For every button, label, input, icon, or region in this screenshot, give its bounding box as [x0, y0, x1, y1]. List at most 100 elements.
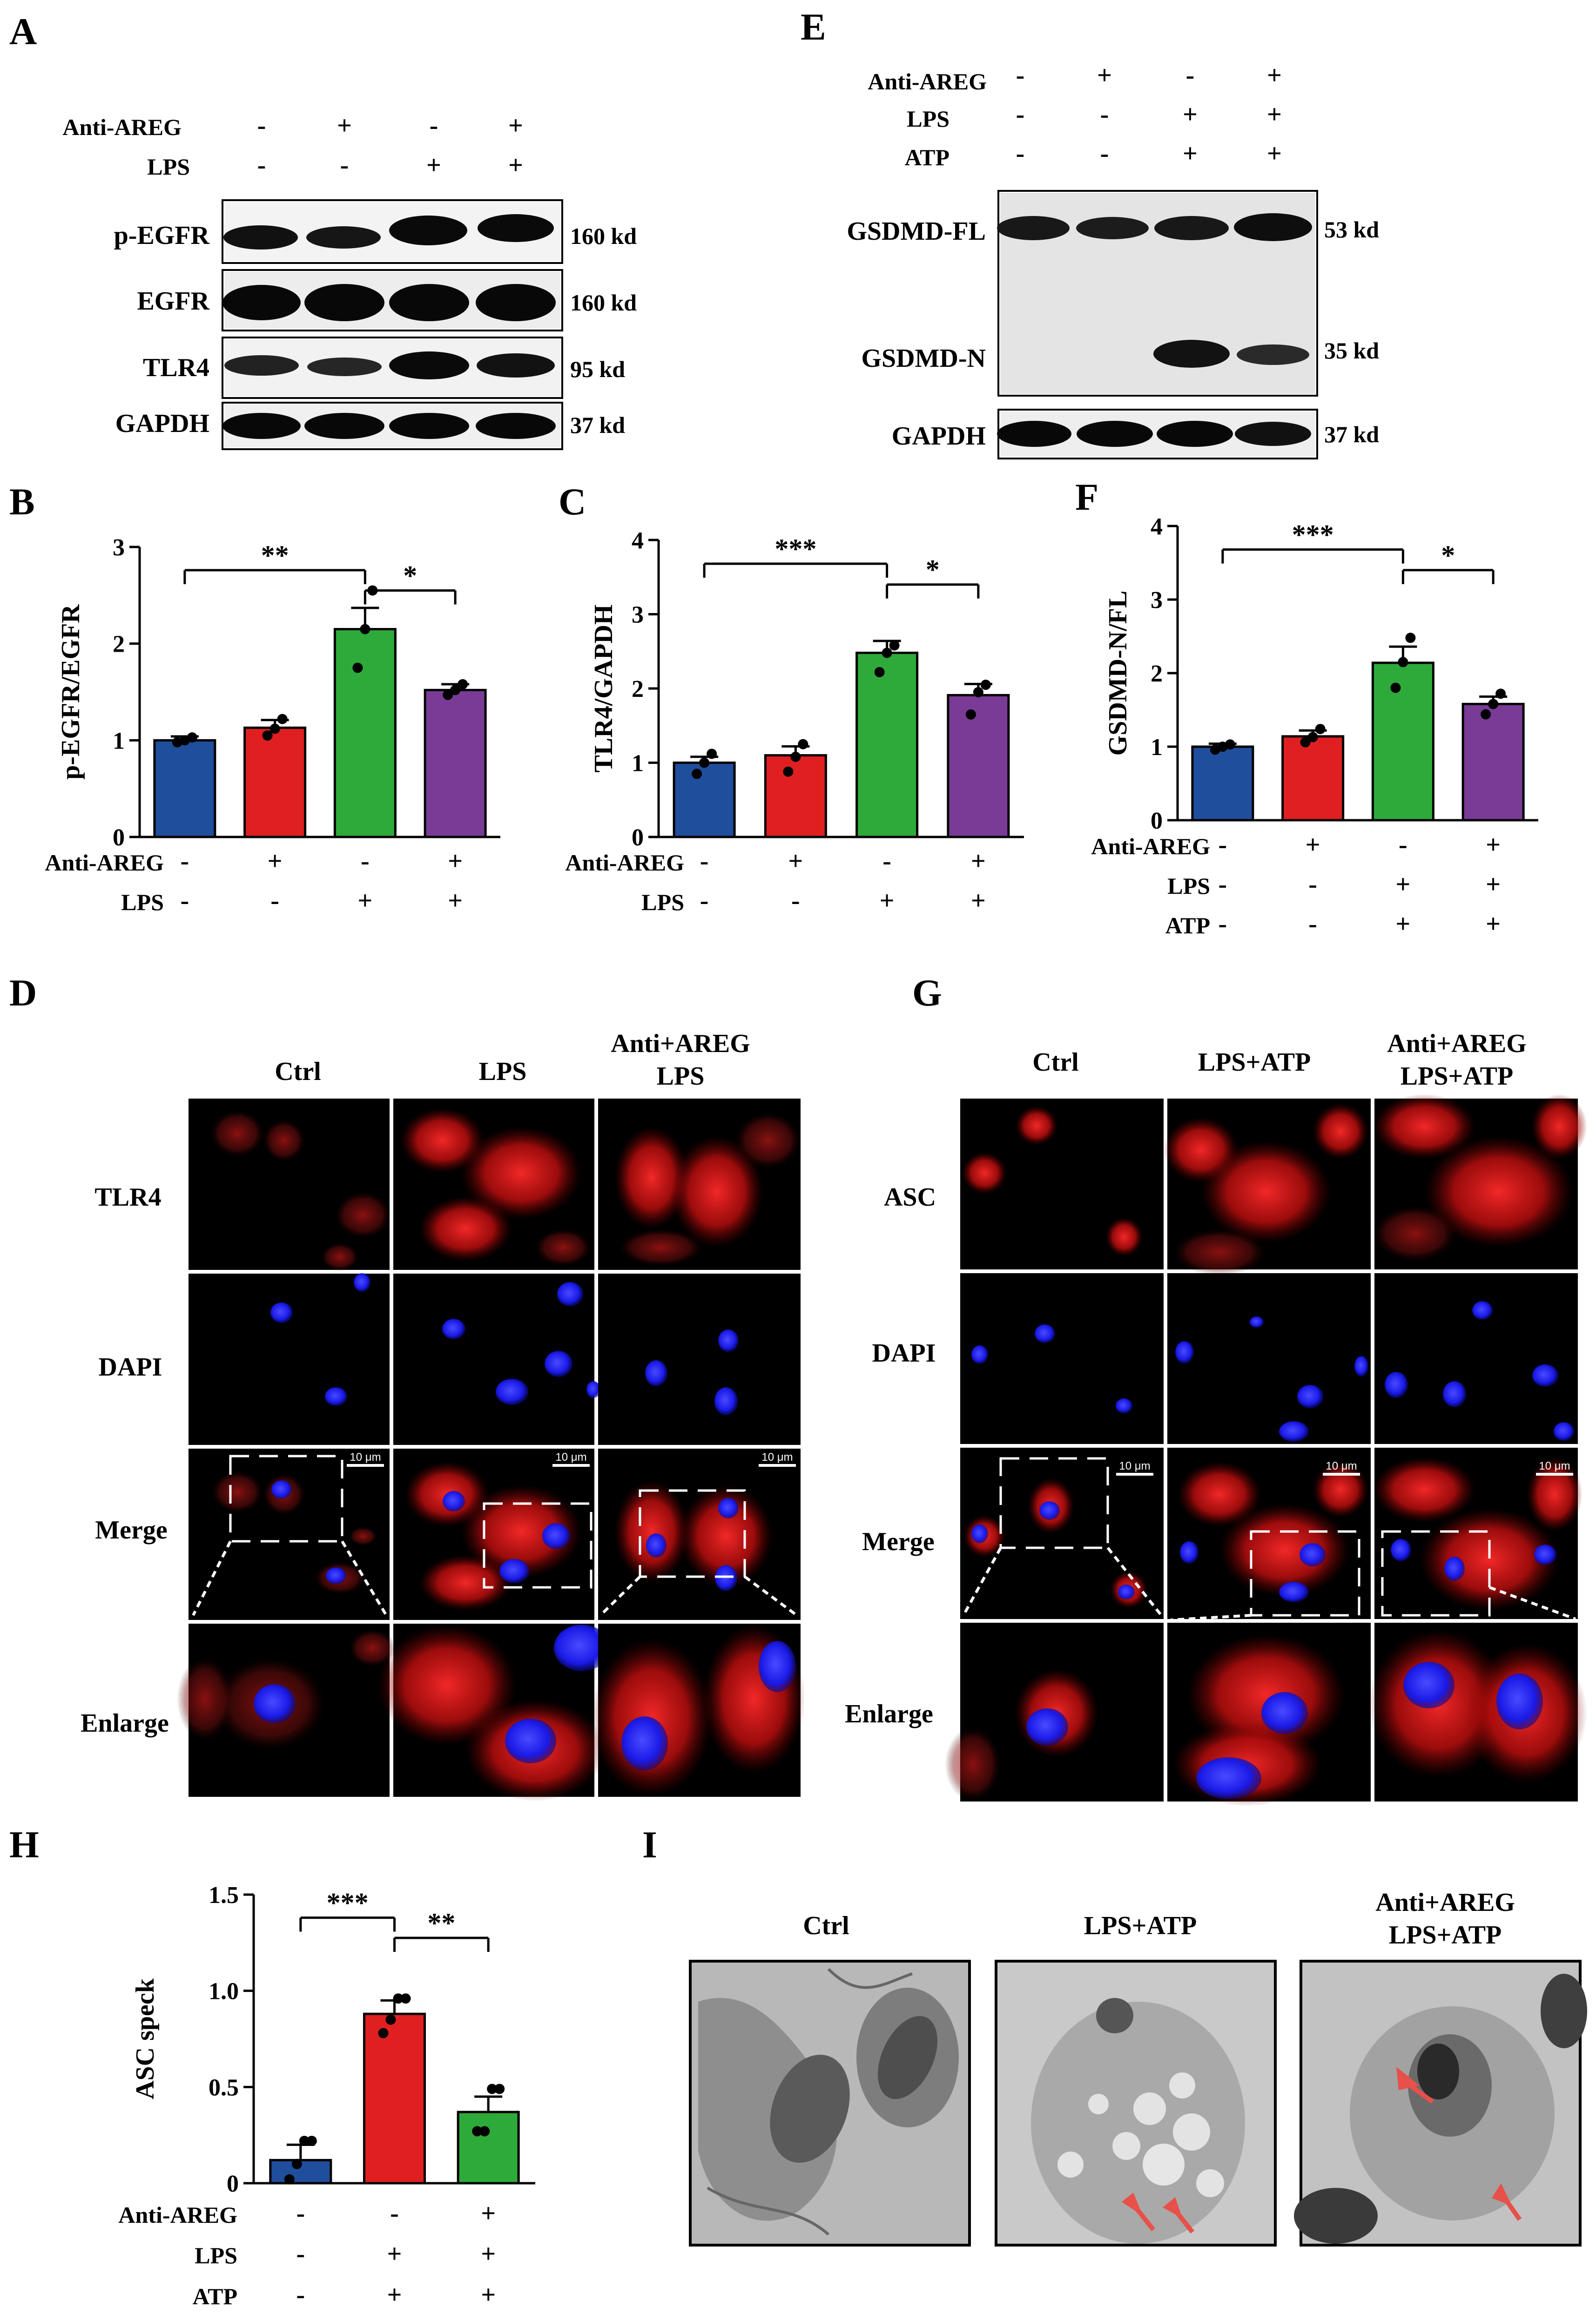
- data-point: [980, 680, 991, 690]
- scale-bar-label: 10 μm: [1119, 1460, 1150, 1472]
- condition-sign: +: [1267, 61, 1282, 90]
- panel-letter-h: H: [9, 1823, 39, 1866]
- condition-sign: +: [971, 847, 986, 876]
- micrograph-dapi-g-ctrl: [960, 1273, 1164, 1444]
- panel-a-western-blot: Anti-AREG - + - + LPS - - + + p-EGFR 160…: [62, 111, 637, 450]
- scale-bar-label: 10 μm: [1326, 1460, 1357, 1472]
- condition-label: LPS: [1167, 873, 1210, 899]
- data-point: [187, 732, 197, 743]
- y-tick-label: 0.5: [209, 2074, 239, 2101]
- condition-sign: -: [791, 886, 800, 915]
- blot-strip-gsdmd: GSDMD-FL 53 kd GSDMD-N 35 kd: [847, 190, 1379, 397]
- condition-sign: +: [971, 886, 986, 915]
- condition-sign: -: [257, 151, 266, 180]
- condition-sign: +: [387, 2240, 402, 2268]
- condition-sign: +: [337, 111, 352, 140]
- condition-sign: +: [508, 111, 523, 140]
- condition-sign: -: [390, 2199, 399, 2228]
- scale-bar-label: 10 μm: [1539, 1460, 1570, 1472]
- condition-sign: -: [1016, 61, 1025, 90]
- blot-strip-tlr4: TLR4 95 kd: [143, 337, 625, 399]
- bar: [855, 651, 919, 838]
- condition-sign: +: [268, 847, 283, 876]
- data-point: [1398, 657, 1408, 668]
- data-point: [973, 687, 983, 697]
- micrograph-enlarge-ctrl: [177, 1624, 396, 1797]
- column-header: LPS+ATP: [1084, 1911, 1197, 1940]
- condition-sign: -: [1308, 870, 1317, 899]
- y-tick-label: 1: [113, 728, 125, 754]
- bar: [457, 2111, 520, 2185]
- y-tick-label: 1: [1151, 734, 1163, 761]
- condition-sign: -: [1100, 139, 1109, 168]
- significance-label: ***: [327, 1888, 369, 1918]
- micrograph-merge-g-ctrl: 10 μm: [960, 1448, 1164, 1619]
- column-header: Ctrl: [803, 1911, 849, 1940]
- data-point: [277, 714, 288, 724]
- micrograph-dapi-g-lps-atp: [1167, 1273, 1371, 1444]
- condition-sign: +: [481, 2240, 496, 2268]
- data-point: [487, 2084, 498, 2094]
- condition-sign: +: [387, 2281, 402, 2309]
- condition-label: ATP: [193, 2283, 237, 2309]
- y-tick-label: 0: [632, 824, 644, 851]
- condition-sign: +: [448, 847, 463, 876]
- y-tick-label: 0: [1151, 808, 1163, 834]
- bar: [673, 762, 736, 838]
- panel-i-tem: Ctrl LPS+ATP Anti+AREG LPS+ATP: [689, 1888, 1587, 2247]
- row-label: Merge: [862, 1527, 934, 1556]
- blot-size: 37 kd: [570, 412, 625, 438]
- condition-sign: -: [700, 886, 709, 915]
- condition-label: LPS: [121, 889, 164, 915]
- blot-size: 95 kd: [570, 356, 625, 382]
- micrograph-enlarge-g-ctrl: [945, 1623, 1164, 1801]
- condition-sign: +: [1306, 830, 1320, 859]
- y-tick-label: 3: [632, 602, 644, 628]
- blot-label: p-EGFR: [114, 221, 210, 250]
- condition-label: ATP: [1165, 912, 1210, 938]
- data-point: [1300, 737, 1311, 748]
- bar: [153, 739, 216, 838]
- y-tick-label: 2: [1151, 661, 1163, 687]
- panel-letter-g: G: [912, 972, 942, 1014]
- blot-strip-gapdh: GAPDH 37 kd: [115, 402, 625, 450]
- y-tick-label: 3: [1151, 587, 1163, 614]
- micrograph-enlarge-anti-lps: [591, 1624, 805, 1797]
- condition-label: ATP: [905, 144, 950, 170]
- condition-sign: +: [1486, 910, 1501, 938]
- blot-size: 160 kd: [570, 290, 637, 316]
- panel-e-western-blot: Anti-AREG - + - + LPS - - + + ATP - - + …: [847, 61, 1379, 459]
- y-tick-label: 1.5: [209, 1882, 239, 1909]
- data-point: [443, 689, 453, 700]
- scale-bar-label: 10 μm: [555, 1451, 586, 1464]
- condition-sign: +: [1183, 139, 1198, 168]
- y-tick-label: 0: [113, 824, 125, 851]
- y-tick-label: 4: [632, 527, 644, 554]
- panel-letter-f: F: [1075, 476, 1098, 518]
- column-header: LPS: [657, 1062, 705, 1091]
- condition-sign: -: [270, 886, 279, 915]
- data-point: [360, 624, 370, 634]
- data-point: [699, 757, 710, 768]
- significance-label: *: [926, 554, 940, 585]
- condition-sign: +: [1486, 830, 1501, 859]
- blot-strip-gapdh-e: GAPDH 37 kd: [892, 409, 1379, 459]
- data-point: [450, 685, 461, 695]
- y-axis-label: ASC speck: [131, 1978, 160, 2099]
- blot-size: 35 kd: [1324, 337, 1379, 364]
- bar: [1461, 702, 1525, 822]
- condition-sign: -: [1308, 910, 1317, 938]
- data-point: [790, 751, 801, 762]
- data-point: [385, 2014, 396, 2025]
- micrograph-enlarge-g-anti-lps-atp: [1368, 1623, 1587, 1801]
- data-point: [1225, 739, 1235, 750]
- micrograph-enlarge-lps: [377, 1624, 610, 1801]
- condition-sign: -: [700, 847, 709, 876]
- tem-image-ctrl: [689, 1960, 971, 2247]
- row-label: DAPI: [872, 1339, 936, 1368]
- row-label: TLR4: [94, 1183, 161, 1212]
- row-label: ASC: [884, 1183, 936, 1212]
- row-label: Enlarge: [81, 1709, 169, 1738]
- panel-letter-e: E: [801, 6, 826, 48]
